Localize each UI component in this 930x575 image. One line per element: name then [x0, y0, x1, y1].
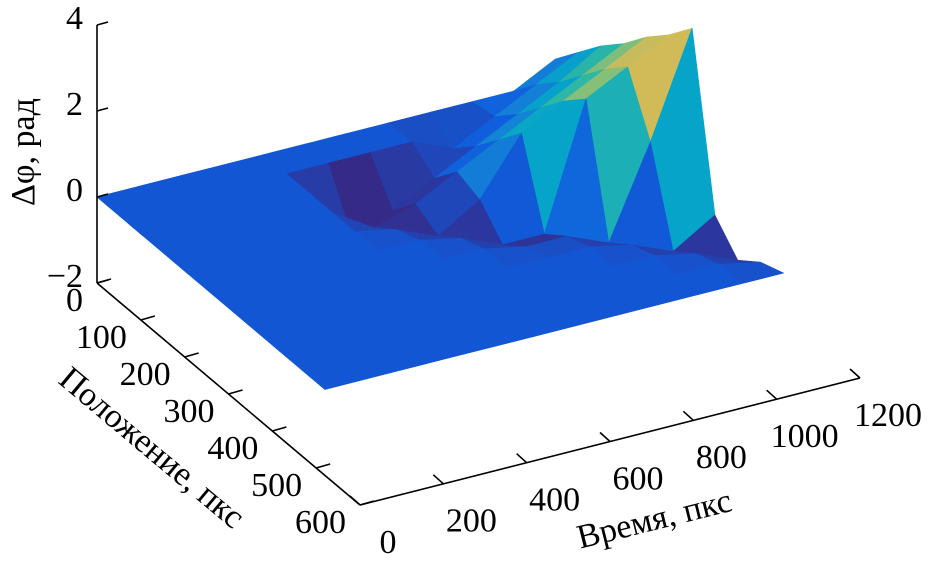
x-tick-label: 200 [446, 503, 497, 540]
z-tick [96, 21, 109, 26]
y-tick-label: 400 [207, 430, 258, 467]
surface-cell [301, 359, 368, 390]
y-tick-label: 200 [120, 356, 171, 393]
x-tick [849, 368, 861, 379]
y-tick-label: 0 [66, 282, 83, 319]
z-tick-label: −2 [47, 258, 83, 295]
x-tick [766, 389, 778, 400]
x-tick [599, 431, 611, 443]
y-tick [315, 463, 331, 469]
z-tick [96, 193, 109, 198]
y-tick-label: 100 [76, 319, 127, 356]
y-tick-label: 500 [251, 467, 302, 504]
axes: −202401002003004005006000200400600800100… [47, 0, 922, 561]
y-tick-label: 600 [295, 504, 346, 541]
z-tick-label: 2 [66, 86, 83, 123]
x-tick-label: 400 [529, 481, 580, 518]
surface [96, 27, 785, 390]
z-tick [96, 107, 109, 112]
x-tick [432, 474, 444, 485]
x-tick-label: 600 [613, 460, 664, 497]
y-tick [228, 389, 243, 395]
y-tick [272, 426, 287, 432]
x-tick [349, 495, 361, 506]
x-tick [682, 410, 694, 421]
x-tick-label: 1000 [771, 418, 839, 455]
y-tick [96, 278, 112, 284]
x-tick [516, 453, 528, 464]
x-tick-label: 0 [380, 524, 397, 561]
x-tick-label: 800 [696, 439, 747, 476]
z-tick-label: 0 [66, 172, 83, 209]
z-tick-label: 4 [66, 0, 83, 37]
y-tick-label: 300 [164, 393, 215, 430]
y-tick [140, 315, 156, 321]
z-axis-label: Δφ, рад [5, 98, 42, 206]
x-tick-label: 1200 [854, 397, 922, 434]
y-tick [184, 352, 199, 358]
